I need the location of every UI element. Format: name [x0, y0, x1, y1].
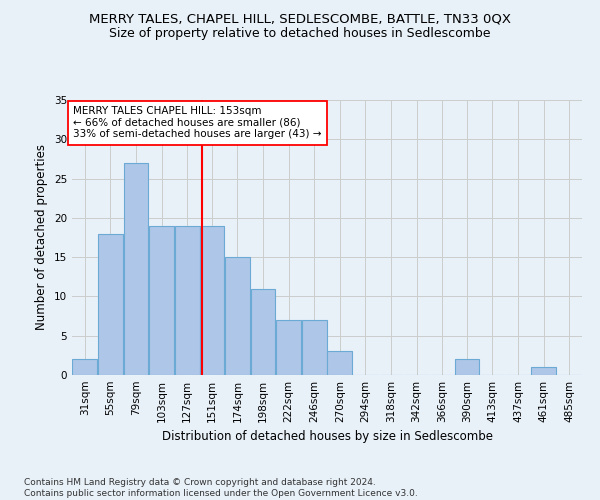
Bar	[98, 234, 123, 375]
Text: Contains HM Land Registry data © Crown copyright and database right 2024.
Contai: Contains HM Land Registry data © Crown c…	[24, 478, 418, 498]
Bar	[251, 288, 275, 375]
Bar	[124, 163, 148, 375]
Bar	[200, 226, 224, 375]
Bar	[531, 367, 556, 375]
Bar	[73, 360, 97, 375]
Bar	[225, 257, 250, 375]
Text: Size of property relative to detached houses in Sedlescombe: Size of property relative to detached ho…	[109, 28, 491, 40]
Text: MERRY TALES, CHAPEL HILL, SEDLESCOMBE, BATTLE, TN33 0QX: MERRY TALES, CHAPEL HILL, SEDLESCOMBE, B…	[89, 12, 511, 26]
Y-axis label: Number of detached properties: Number of detached properties	[35, 144, 49, 330]
Bar	[302, 320, 326, 375]
Text: MERRY TALES CHAPEL HILL: 153sqm
← 66% of detached houses are smaller (86)
33% of: MERRY TALES CHAPEL HILL: 153sqm ← 66% of…	[73, 106, 322, 140]
Bar	[328, 352, 352, 375]
Bar	[455, 360, 479, 375]
Bar	[149, 226, 174, 375]
X-axis label: Distribution of detached houses by size in Sedlescombe: Distribution of detached houses by size …	[161, 430, 493, 444]
Bar	[175, 226, 200, 375]
Bar	[276, 320, 301, 375]
